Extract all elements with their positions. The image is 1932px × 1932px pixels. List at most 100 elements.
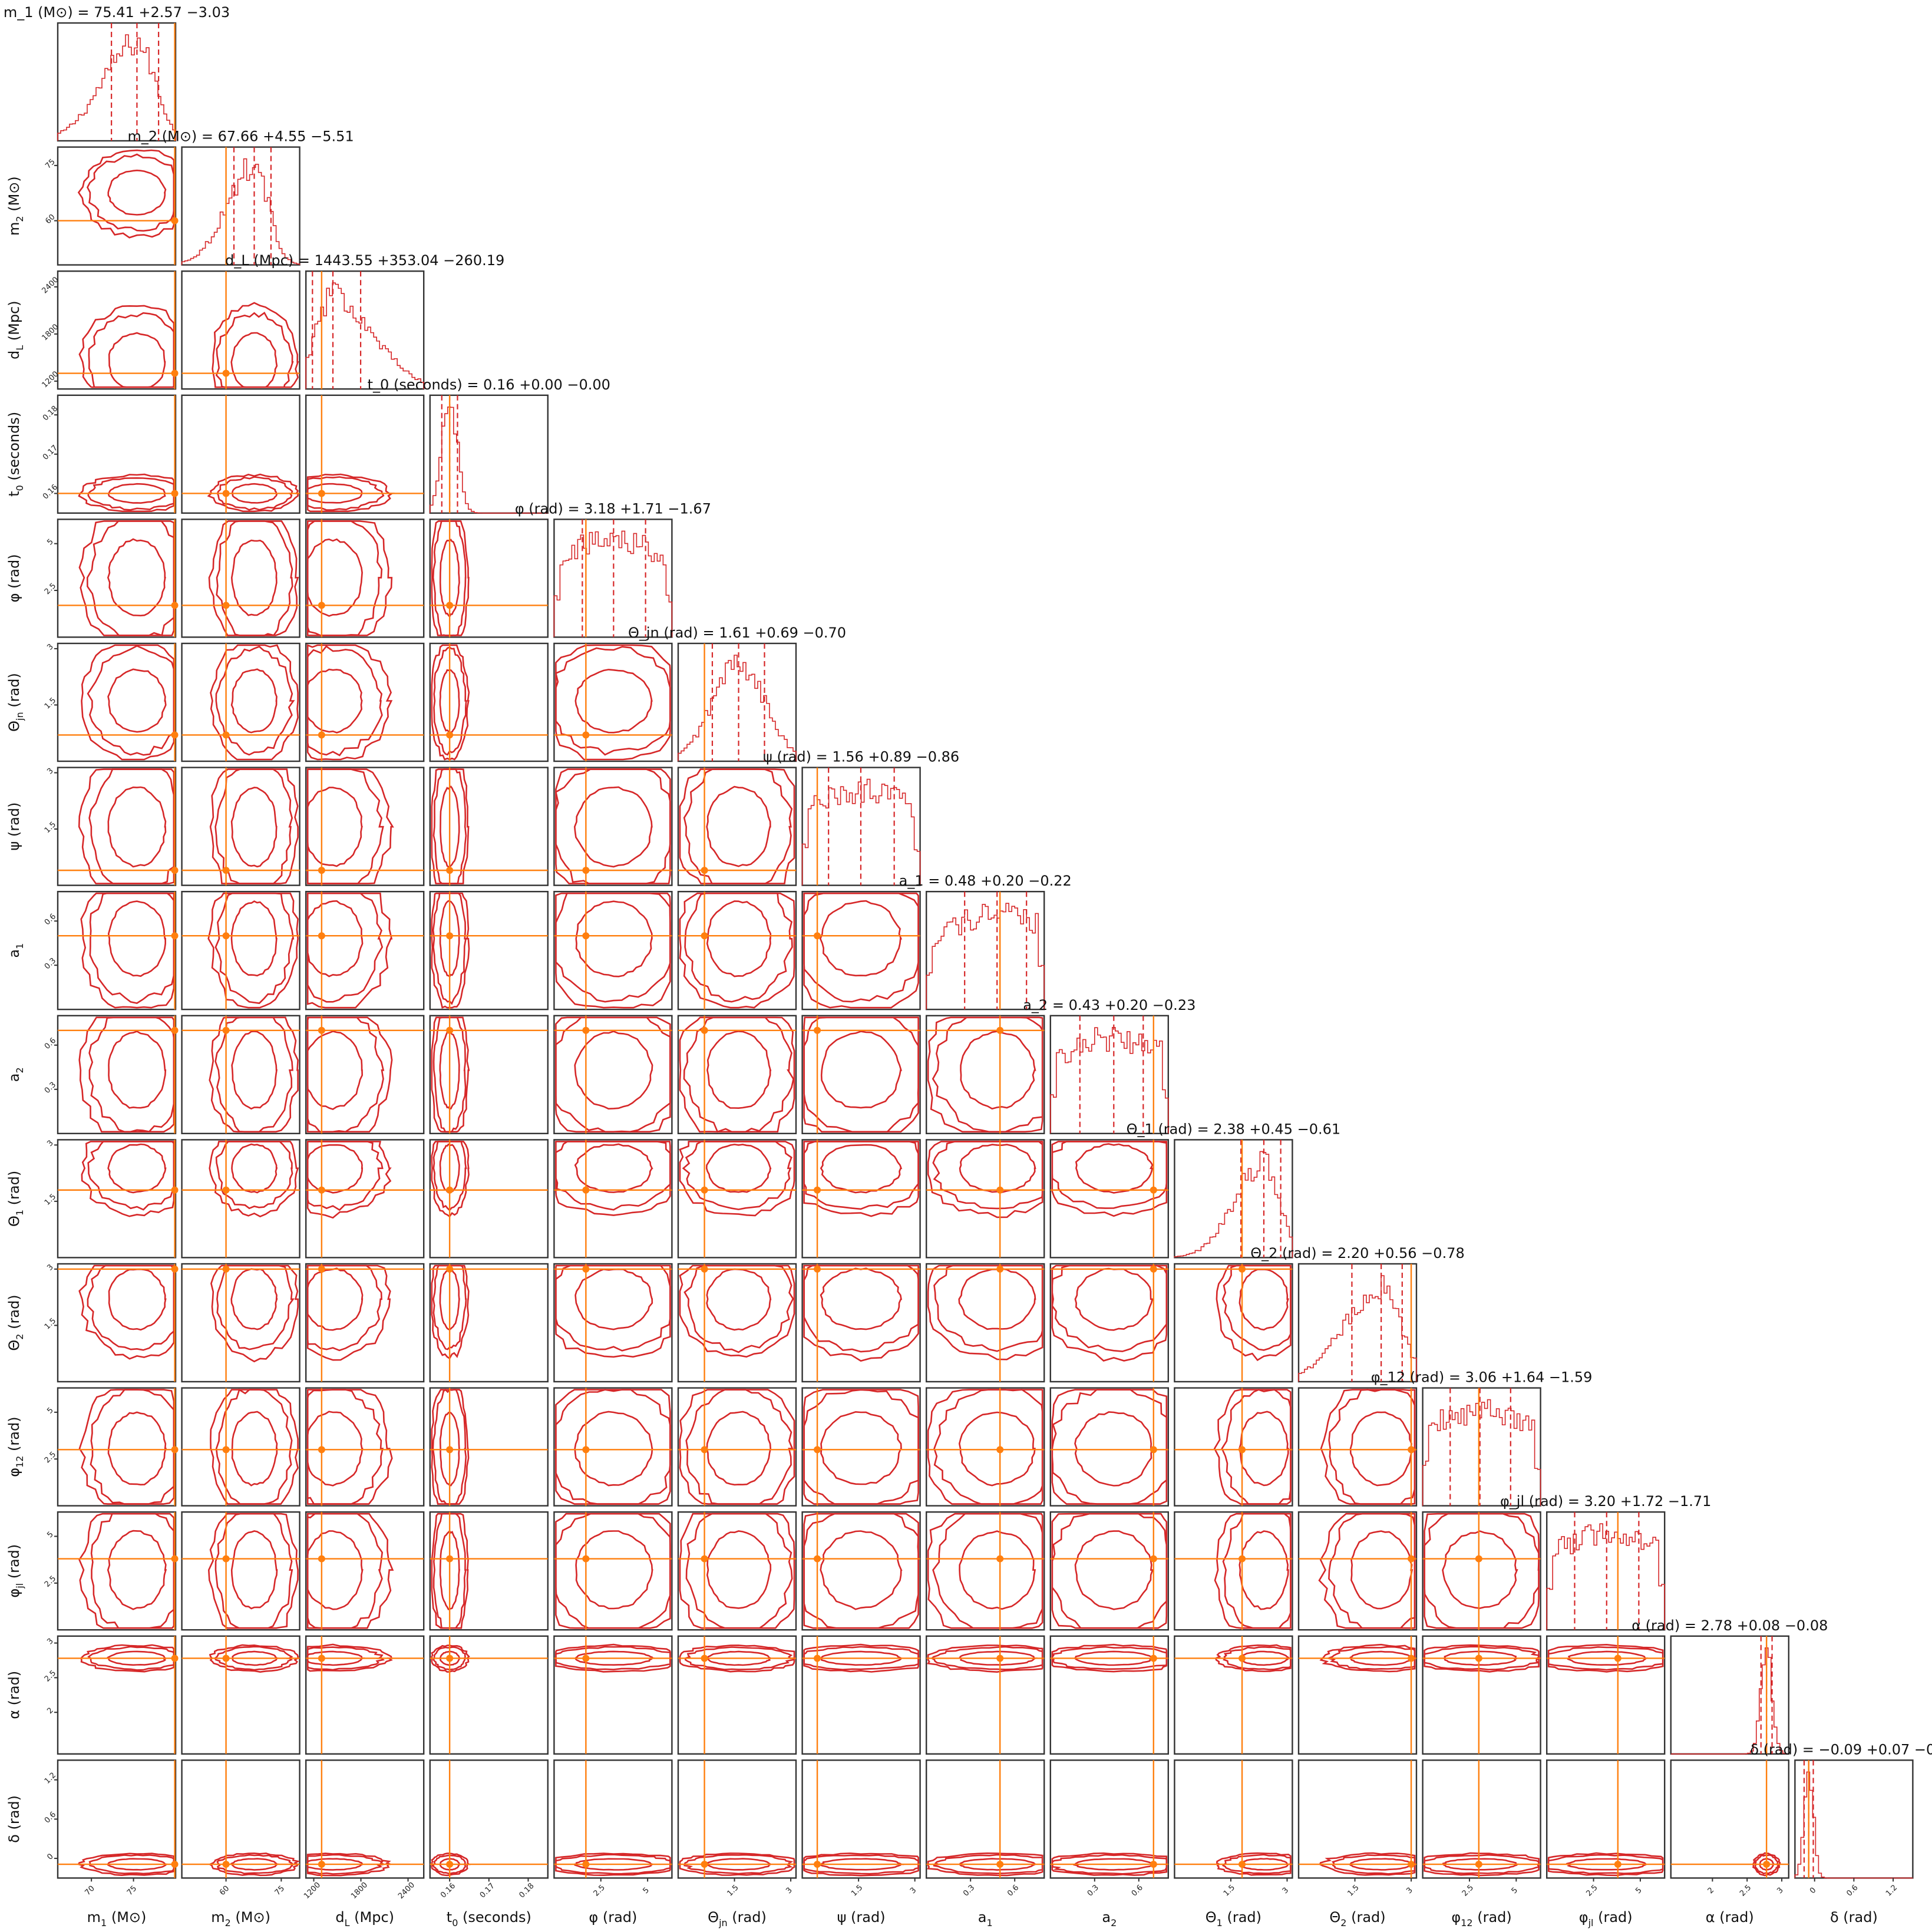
- truth-point: [814, 932, 821, 940]
- y-tick-label: 2.5: [43, 1669, 58, 1683]
- axes-frame: [1049, 1387, 1170, 1507]
- panel-theta2-delta: 1.5 3: [1297, 1759, 1418, 1898]
- panel-m2-dL: [181, 270, 300, 390]
- histogram-phi: [553, 530, 673, 638]
- panel-t0-theta2: [429, 1263, 549, 1383]
- truth-point: [701, 1186, 708, 1194]
- truth-point: [222, 731, 230, 739]
- truth-point: [318, 867, 325, 874]
- contour-level-2: [1221, 1389, 1292, 1505]
- panel-dL-thetajn: [305, 642, 425, 762]
- contour-level-3: [78, 520, 175, 636]
- truth-point: [701, 932, 708, 940]
- histogram-a2: [1050, 1027, 1169, 1134]
- x-tick-label: 0.16: [439, 1881, 457, 1900]
- contour-level-2: [1328, 1389, 1416, 1505]
- contour-level-2: [214, 1016, 293, 1133]
- label-rest: (rad): [1593, 1909, 1632, 1926]
- label-base: Θ: [6, 1340, 22, 1351]
- contour-level-3: [207, 473, 299, 513]
- truth-point: [1408, 1654, 1415, 1662]
- axes-frame: [1670, 1635, 1790, 1755]
- x-tick-label: 0.17: [478, 1881, 497, 1900]
- panel-phi12-phijl: [1422, 1511, 1541, 1631]
- contour-level-3: [1214, 1512, 1292, 1629]
- y-axis-label-theta1: Θ1 (rad): [6, 1171, 25, 1227]
- contour-level-1: [574, 669, 653, 734]
- contour-level-3: [1051, 1512, 1168, 1629]
- truth-point: [446, 867, 454, 874]
- truth-point: [1239, 1446, 1246, 1454]
- axes-frame: [429, 1015, 549, 1135]
- contour-level-3: [207, 892, 299, 1009]
- panel-theta2-phi12: [1297, 1387, 1418, 1507]
- axes-frame: [553, 767, 673, 886]
- label-rest: (M⊙): [107, 1909, 146, 1926]
- x-tick-label: 0: [1808, 1886, 1818, 1895]
- panel-phi-thetajn: [553, 642, 673, 762]
- hist-panel-thetajn: Θ_jn (rad) = 1.61 +0.69 −0.70: [628, 625, 846, 762]
- label-subscript: jn: [718, 1917, 728, 1928]
- panel-dL-t0: [305, 394, 425, 514]
- y-axis-label-t0: t0 (seconds): [6, 412, 25, 497]
- axes-frame: [925, 1635, 1045, 1755]
- truth-point: [814, 1265, 821, 1273]
- axes-frame: [305, 767, 425, 886]
- contour-level-1: [958, 1268, 1036, 1330]
- hist-panel-m1: m_1 (M⊙) = 75.41 +2.57 −3.03: [4, 4, 230, 142]
- x-tick-label: 2400: [397, 1881, 417, 1901]
- panel-dL-alpha: [305, 1635, 425, 1755]
- contour-level-3: [679, 1389, 795, 1505]
- panel-m1-alpha: 22.53: [43, 1635, 179, 1755]
- contour-level-2: [216, 476, 293, 511]
- panel-a1-phijl: [925, 1511, 1045, 1631]
- truth-point: [701, 1446, 708, 1454]
- axes-frame: [181, 1635, 300, 1755]
- contour-level-3: [78, 1016, 175, 1133]
- axes-frame: [57, 1139, 177, 1259]
- panel-a2-theta2: [1049, 1263, 1170, 1383]
- contour-level-1: [706, 1031, 772, 1109]
- y-tick-label: 3: [45, 1139, 55, 1148]
- x-tick-label: 75: [273, 1884, 286, 1897]
- panel-phi-delta: 2.5 5: [553, 1759, 673, 1898]
- axes-frame: [1297, 1759, 1418, 1879]
- panel-m1-phi12: 2.55: [43, 1387, 179, 1507]
- y-tick-label: 0.6: [43, 912, 58, 927]
- label-rest: (Mpc): [350, 1909, 395, 1926]
- axes-frame: [181, 890, 300, 1010]
- contour-level-3: [306, 473, 395, 513]
- label-base: a: [6, 949, 22, 958]
- panel-psi-delta: 1.5 3: [801, 1759, 921, 1898]
- label-rest: (rad): [6, 673, 22, 712]
- contour-level-3: [555, 1264, 671, 1358]
- label-subscript: jl: [14, 1583, 25, 1589]
- contour-level-3: [679, 1512, 795, 1629]
- label-base: φ: [6, 1588, 22, 1598]
- truth-point: [171, 1265, 179, 1273]
- truth-point: [318, 1026, 325, 1034]
- panel-t0-thetajn: [429, 642, 549, 762]
- label-rest: (Mpc): [6, 300, 22, 345]
- contour-level-3: [431, 1141, 470, 1218]
- truth-point: [582, 932, 590, 940]
- x-axis-label-phi: φ (rad): [589, 1909, 637, 1926]
- contour-level-3: [431, 644, 470, 761]
- truth-point: [222, 1186, 230, 1194]
- axes-frame: [1545, 1759, 1666, 1879]
- panel-m2-thetajn: [181, 642, 300, 762]
- axes-frame: [181, 767, 300, 886]
- hist-panel-theta1: Θ_1 (rad) = 2.38 +0.45 −0.61: [1127, 1121, 1340, 1259]
- contour-level-1: [230, 1530, 278, 1610]
- x-tick-label: 2: [1706, 1886, 1716, 1895]
- axes-frame: [429, 890, 549, 1010]
- contour-level-3: [78, 1264, 175, 1360]
- axes-frame: [925, 890, 1045, 1010]
- panel-psi-a2: [801, 1015, 921, 1135]
- truth-point: [1614, 1861, 1621, 1868]
- truth-point: [1239, 1265, 1246, 1273]
- axes-frame: [801, 1635, 921, 1755]
- truth-point: [222, 1026, 230, 1034]
- truth-point: [996, 1265, 1004, 1273]
- x-tick-label: 3: [1775, 1886, 1785, 1895]
